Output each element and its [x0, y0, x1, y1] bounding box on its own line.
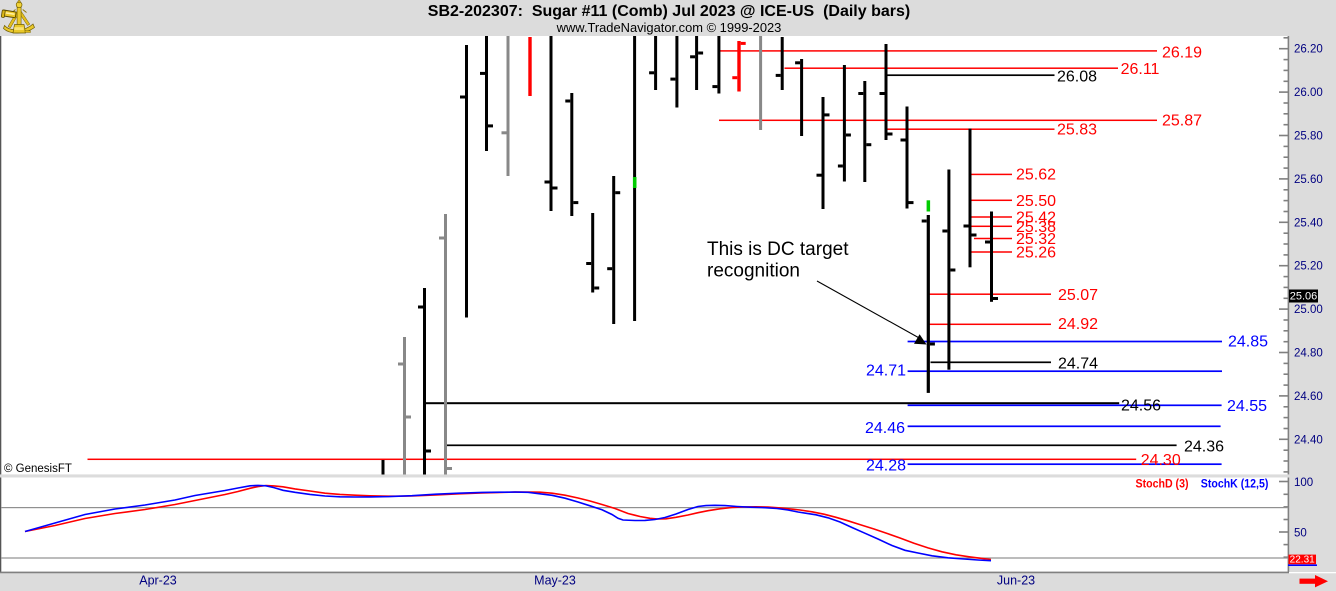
svg-text:24.80: 24.80 [1294, 348, 1323, 360]
svg-text:SB2-202307: Sugar #11 (Comb): SB2-202307: Sugar #11 (Comb) Jul 2023 @ … [428, 3, 910, 20]
svg-text:25.83: 25.83 [1057, 122, 1097, 139]
svg-text:26.19: 26.19 [1162, 44, 1202, 61]
svg-text:24.74: 24.74 [1058, 356, 1098, 373]
svg-text:Apr-23: Apr-23 [139, 574, 177, 588]
svg-text:24.30: 24.30 [1141, 452, 1181, 469]
svg-text:22.31: 22.31 [1290, 555, 1315, 566]
svg-text:www.TradeNavigator.com © 1999-: www.TradeNavigator.com © 1999-2023 [556, 20, 782, 35]
svg-text:25.80: 25.80 [1294, 131, 1323, 143]
svg-text:25.06: 25.06 [1290, 291, 1318, 303]
svg-text:25.50: 25.50 [1016, 193, 1056, 210]
svg-text:24.40: 24.40 [1294, 434, 1323, 446]
svg-text:24.28: 24.28 [866, 457, 906, 474]
svg-text:26.00: 26.00 [1294, 87, 1323, 99]
svg-text:StochK (12,5): StochK (12,5) [1201, 478, 1269, 490]
svg-text:25.62: 25.62 [1016, 167, 1056, 184]
svg-text:May-23: May-23 [534, 574, 576, 588]
svg-text:StochD (3): StochD (3) [1136, 478, 1189, 490]
svg-text:recognition: recognition [707, 261, 800, 282]
svg-text:25.00: 25.00 [1294, 304, 1323, 316]
svg-text:50: 50 [1294, 527, 1307, 539]
svg-text:24.56: 24.56 [1121, 397, 1161, 414]
svg-text:24.55: 24.55 [1227, 398, 1267, 415]
svg-text:25.20: 25.20 [1294, 261, 1323, 273]
svg-text:25.42: 25.42 [1016, 209, 1056, 226]
svg-text:25.40: 25.40 [1294, 217, 1323, 229]
svg-text:25.60: 25.60 [1294, 174, 1323, 186]
svg-text:26.20: 26.20 [1294, 44, 1323, 56]
svg-text:25.87: 25.87 [1162, 113, 1202, 130]
svg-text:100: 100 [1294, 477, 1313, 489]
svg-text:24.71: 24.71 [866, 363, 906, 380]
svg-text:Jun-23: Jun-23 [997, 574, 1035, 588]
svg-text:26.08: 26.08 [1057, 68, 1097, 85]
svg-text:24.60: 24.60 [1294, 391, 1323, 403]
svg-text:24.46: 24.46 [865, 420, 905, 437]
svg-text:25.07: 25.07 [1058, 287, 1098, 304]
svg-text:© GenesisFT: © GenesisFT [4, 463, 72, 475]
svg-text:26.11: 26.11 [1121, 61, 1160, 78]
svg-text:24.85: 24.85 [1228, 334, 1268, 351]
svg-text:25.26: 25.26 [1016, 245, 1056, 262]
svg-text:25.38: 25.38 [1016, 219, 1056, 236]
svg-text:24.92: 24.92 [1058, 316, 1098, 333]
svg-text:25.32: 25.32 [1016, 231, 1056, 248]
svg-text:This is DC target: This is DC target [707, 239, 849, 260]
svg-text:24.36: 24.36 [1184, 438, 1224, 455]
